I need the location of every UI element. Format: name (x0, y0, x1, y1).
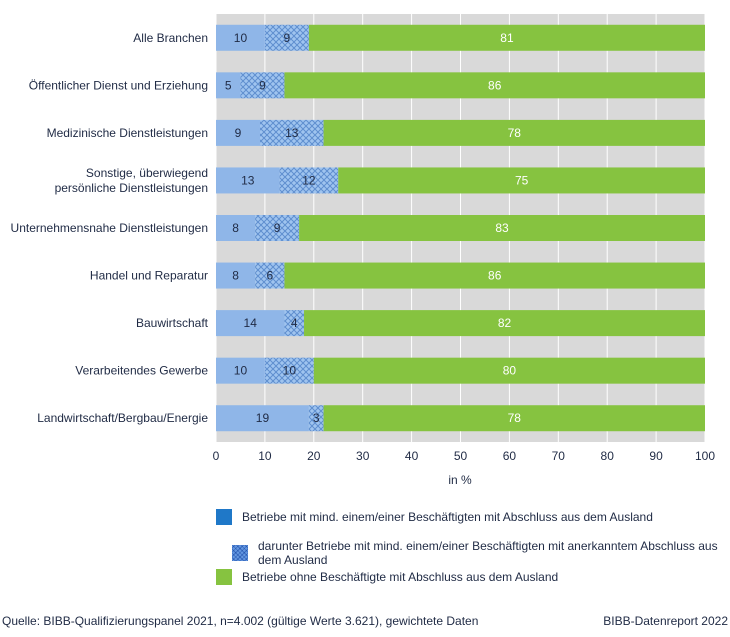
bar-segment-series-0 (216, 167, 280, 194)
data-label-series-0: 9 (235, 126, 242, 140)
source-note: Quelle: BIBB-Qualifizierungspanel 2021, … (2, 614, 479, 628)
bar-segment-series-2 (338, 167, 705, 194)
x-tick-label-80: 80 (601, 449, 615, 463)
bar-segment-series-2 (323, 119, 705, 146)
data-label-series-1: 4 (291, 316, 298, 330)
category-label: Landwirtschaft/Bergbau/Energie (37, 411, 208, 425)
data-label-series-2: 86 (488, 269, 502, 283)
bar-segment-series-2 (308, 24, 705, 51)
legend-label-abroad: Betriebe mit mind. einem/einer Beschäfti… (242, 510, 653, 524)
x-tick-label-30: 30 (356, 449, 370, 463)
data-label-series-0: 19 (256, 411, 270, 425)
data-label-series-1: 12 (302, 173, 316, 187)
data-label-series-1: 6 (266, 269, 273, 283)
data-label-series-0: 10 (234, 364, 248, 378)
x-tick-label-40: 40 (405, 449, 419, 463)
bar-segment-series-1 (255, 262, 285, 289)
bar-segment-series-0 (216, 405, 309, 432)
data-label-series-2: 78 (508, 126, 522, 140)
data-label-series-0: 8 (232, 269, 239, 283)
category-label: Alle Branchen (133, 31, 208, 45)
bar-segment-series-1 (284, 310, 305, 337)
x-tick-label-70: 70 (552, 449, 566, 463)
bar-segment-series-0 (216, 310, 285, 337)
legend-swatch-hatched (232, 545, 248, 561)
data-label-series-2: 80 (503, 364, 517, 378)
data-label-series-2: 81 (500, 31, 514, 45)
legend-item-abroad: Betriebe mit mind. einem/einer Beschäfti… (216, 509, 653, 525)
category-label: Sonstige, überwiegend (86, 166, 208, 180)
data-label-series-0: 5 (225, 78, 232, 92)
bar-segment-series-2 (284, 72, 705, 99)
bar-segment-series-2 (299, 215, 705, 241)
legend-label-without: Betriebe ohne Beschäftigte mit Abschluss… (242, 570, 559, 584)
legend-swatch-blue (216, 509, 232, 525)
report-label: BIBB-Datenreport 2022 (603, 614, 728, 628)
data-label-series-0: 14 (244, 316, 258, 330)
data-label-series-1: 9 (274, 221, 281, 235)
category-label: Öffentlicher Dienst und Erziehung (29, 78, 208, 92)
x-tick-label-50: 50 (454, 449, 468, 463)
legend-item-without: Betriebe ohne Beschäftigte mit Abschluss… (216, 569, 558, 585)
data-label-series-1: 9 (259, 78, 266, 92)
category-label: Verarbeitendes Gewerbe (75, 364, 208, 378)
bar-segment-series-1 (260, 119, 324, 146)
data-label-series-2: 75 (515, 173, 529, 187)
data-label-series-0: 8 (232, 221, 239, 235)
x-axis-ticks: 0 10 20 30 40 50 60 70 80 90 100 (213, 449, 716, 463)
category-label: Unternehmensnahe Dienstleistungen (11, 221, 208, 235)
legend-label-recognized: darunter Betriebe mit mind. einem/einer … (258, 539, 718, 567)
category-label: Handel und Reparatur (90, 269, 208, 283)
data-label-series-2: 83 (495, 221, 509, 235)
bar-segment-series-2 (284, 262, 705, 289)
x-tick-label-90: 90 (649, 449, 663, 463)
bar-segment-series-2 (313, 357, 705, 384)
category-label: persönliche Dienstleistungen (55, 181, 208, 195)
bar-segment-series-0 (216, 24, 265, 51)
bar-segment-series-1 (308, 405, 324, 432)
bar-segment-series-1 (264, 24, 309, 51)
x-tick-label-20: 20 (307, 449, 321, 463)
category-label: Bauwirtschaft (136, 316, 209, 330)
category-label: Medizinische Dienstleistungen (47, 126, 208, 140)
x-tick-label-100: 100 (695, 449, 715, 463)
x-axis-title: in % (448, 473, 472, 487)
x-tick-label-60: 60 (503, 449, 517, 463)
category-labels: Alle Branchen Öffentlicher Dienst und Erz… (11, 31, 209, 425)
bar-segment-series-2 (323, 405, 705, 432)
legend-item-recognized: darunter Betriebe mit mind. einem/einer … (232, 539, 730, 567)
legend-swatch-green (216, 569, 232, 585)
bar-segment-series-1 (255, 215, 300, 241)
bar-segment-series-0 (216, 215, 256, 241)
data-label-series-2: 78 (508, 411, 522, 425)
bar-segment-series-0 (216, 262, 256, 289)
bar-segment-series-1 (279, 167, 339, 194)
bar-segment-series-1 (264, 357, 314, 384)
bar-segment-series-0 (216, 72, 241, 99)
data-label-series-1: 9 (284, 31, 291, 45)
bar-segment-series-2 (304, 310, 705, 337)
data-label-series-1: 10 (283, 364, 297, 378)
data-label-series-0: 13 (241, 173, 255, 187)
data-label-series-2: 86 (488, 78, 502, 92)
x-tick-label-0: 0 (213, 449, 220, 463)
data-label-series-1: 3 (313, 411, 320, 425)
bar-segment-series-0 (216, 119, 261, 146)
data-label-series-0: 10 (234, 31, 248, 45)
x-tick-label-10: 10 (258, 449, 272, 463)
data-label-series-1: 13 (285, 126, 299, 140)
bar-segment-series-0 (216, 357, 265, 384)
bar-segment-series-1 (240, 72, 285, 99)
data-label-series-2: 82 (498, 316, 512, 330)
